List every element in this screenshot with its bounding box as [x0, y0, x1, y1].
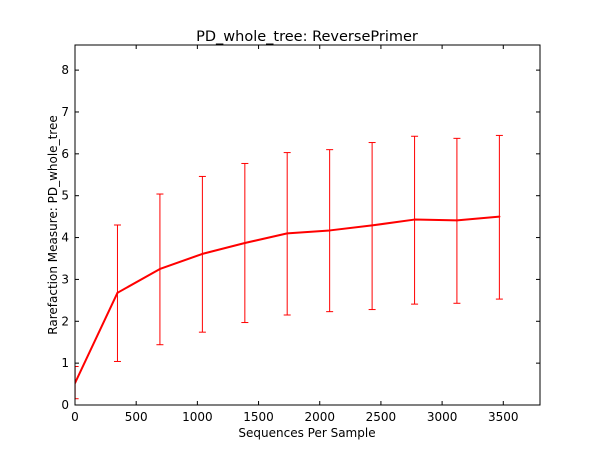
data-point [413, 218, 416, 221]
y-tick-label: 5 [61, 189, 69, 203]
chart-title: PD_whole_tree: ReversePrimer [196, 29, 418, 45]
y-tick-label: 1 [61, 356, 69, 370]
data-point [158, 267, 161, 270]
y-tick-label: 7 [61, 105, 69, 119]
y-axis-label: Rarefaction Measure: PD_whole_tree [46, 115, 60, 334]
data-point [116, 291, 119, 294]
axis-ticks: 0 500 1000 1500 2000 2500 3000 3500 0 1 2 3 4 5 6 7 8 [61, 45, 540, 424]
y-tick-label: 2 [61, 314, 69, 328]
x-tick-label: 500 [125, 410, 148, 424]
data-point [455, 219, 458, 222]
y-tick-label: 0 [61, 398, 69, 412]
data-point [286, 232, 289, 235]
x-tick-label: 1500 [243, 410, 274, 424]
x-tick-label: 0 [71, 410, 79, 424]
data-point [328, 229, 331, 232]
y-tick-label: 3 [61, 272, 69, 286]
data-point [243, 242, 246, 244]
data-point [498, 215, 501, 218]
x-tick-label: 3500 [488, 410, 519, 424]
x-tick-label: 3000 [427, 410, 458, 424]
y-tick-label: 8 [61, 63, 69, 77]
x-tick-label: 2000 [304, 410, 335, 424]
y-tick-label: 4 [61, 231, 69, 245]
data-point [201, 252, 204, 255]
plot-frame [74, 44, 541, 406]
y-tick-label: 6 [61, 147, 69, 161]
x-tick-label: 1000 [182, 410, 213, 424]
data-point [371, 224, 374, 227]
x-axis-label: Sequences Per Sample [238, 426, 375, 440]
plot-area [75, 134, 503, 400]
x-tick-label: 2500 [366, 410, 397, 424]
